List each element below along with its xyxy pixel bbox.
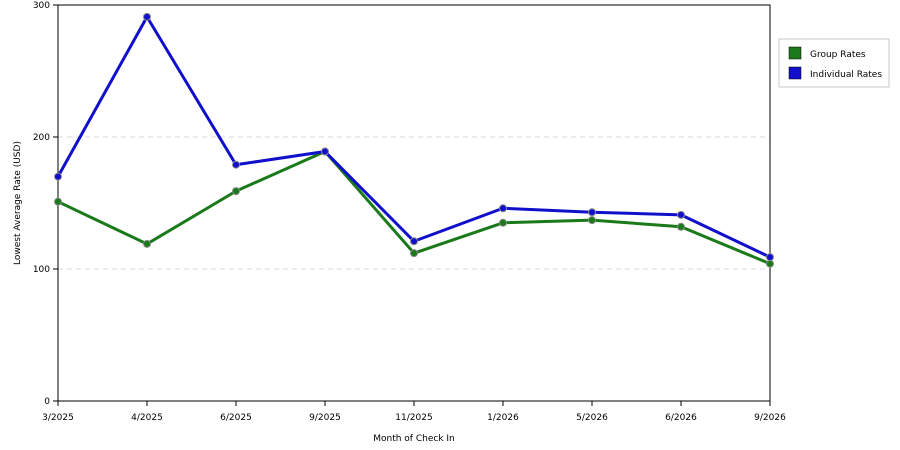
plot-frame: [57, 4, 771, 402]
x-tick-label: 3/2025: [42, 413, 74, 423]
data-point-series-1: [677, 210, 685, 219]
x-tick-label: 9/2026: [754, 413, 786, 423]
series-line-0: [57, 150, 771, 266]
data-point-series-1: [766, 253, 774, 262]
y-tick-label: 300: [33, 1, 50, 11]
data-point-series-1: [321, 147, 329, 156]
series-layer: [54, 12, 774, 268]
data-point-series-0: [410, 249, 418, 258]
data-point-series-0: [677, 222, 685, 231]
grid-layer: [58, 136, 770, 270]
data-point-series-0: [143, 239, 151, 248]
axis-layer: 0 100 200 300 3/2025 4/2025 6/2025 9/2025 11/202…: [33, 1, 786, 423]
y-axis-title: Lowest Average Rate (USD): [13, 141, 23, 265]
legend-label-individual-rates: Individual Rates: [810, 70, 882, 80]
x-tick-label: 5/2026: [576, 413, 608, 423]
data-point-series-0: [766, 259, 774, 268]
y-tick-label: 200: [33, 133, 50, 143]
data-point-series-1: [232, 160, 240, 169]
x-tick-label: 6/2025: [220, 413, 252, 423]
legend-swatch-group-rates: [788, 46, 802, 60]
x-tick-label: 4/2025: [131, 413, 163, 423]
data-point-series-0: [232, 187, 240, 196]
data-point-series-1: [499, 204, 507, 213]
data-point-series-0: [588, 216, 596, 225]
data-point-series-1: [410, 237, 418, 246]
data-point-series-1: [588, 208, 596, 217]
legend-label-group-rates: Group Rates: [810, 50, 866, 60]
data-point-series-1: [54, 172, 62, 181]
y-tick-label: 100: [33, 265, 50, 275]
data-point-series-0: [54, 197, 62, 206]
y-tick-label: 0: [44, 397, 50, 407]
x-tick-label: 6/2026: [665, 413, 697, 423]
legend-swatch-individual-rates: [788, 66, 802, 80]
x-tick-label: 1/2026: [487, 413, 519, 423]
x-axis-title: Month of Check In: [373, 434, 455, 444]
legend: Group Rates Individual Rates: [778, 38, 890, 88]
data-point-series-0: [499, 218, 507, 227]
x-tick-label: 9/2025: [309, 413, 341, 423]
x-tick-label: 11/2025: [395, 413, 432, 423]
data-point-series-1: [143, 12, 151, 21]
